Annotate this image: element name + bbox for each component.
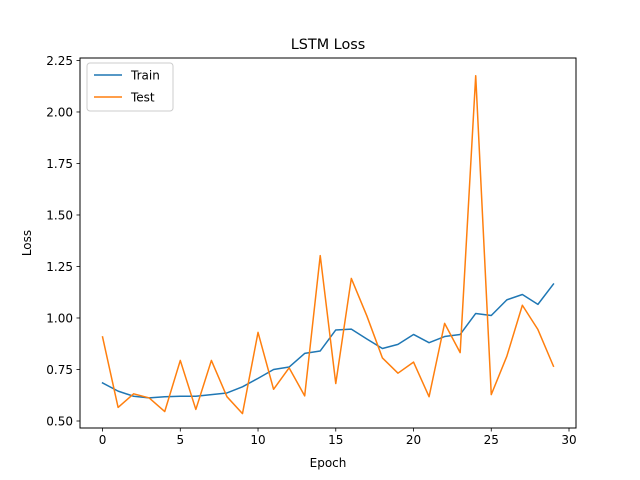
y-tick-label: 0.75: [46, 363, 73, 377]
y-tick-label: 1.25: [46, 260, 73, 274]
x-tick-label: 25: [484, 433, 499, 447]
legend-box: [86, 62, 174, 112]
plot-frame: [79, 57, 577, 429]
legend-label-train: Train: [130, 69, 160, 83]
y-tick-label: 2.00: [46, 105, 73, 119]
x-axis-title: Epoch: [310, 456, 347, 470]
y-tick-label: 1.75: [46, 157, 73, 171]
x-axis-ticks: 0 5 10 15 20 25 30: [99, 428, 577, 447]
y-tick-label: 1.00: [46, 311, 73, 325]
x-tick-label: 10: [250, 433, 265, 447]
series-layer: [101, 74, 555, 415]
chart-title: LSTM Loss: [291, 37, 366, 53]
series-line-train: [101, 282, 555, 399]
y-tick-label: 0.50: [46, 414, 73, 428]
x-tick-label: 0: [99, 433, 107, 447]
y-axis-ticks: 0.50 0.75 1.00 1.25 1.50 1.75 2.00 2.25: [46, 54, 80, 428]
legend: Train Test: [86, 62, 174, 112]
legend-label-test: Test: [130, 91, 155, 105]
y-axis-title: Loss: [20, 230, 34, 256]
y-tick-label: 1.50: [46, 208, 73, 222]
y-tick-label: 2.25: [46, 54, 73, 68]
x-tick-label: 5: [176, 433, 184, 447]
series-line-test: [101, 74, 555, 415]
x-tick-label: 30: [561, 433, 576, 447]
x-tick-label: 20: [406, 433, 421, 447]
x-tick-label: 15: [328, 433, 343, 447]
